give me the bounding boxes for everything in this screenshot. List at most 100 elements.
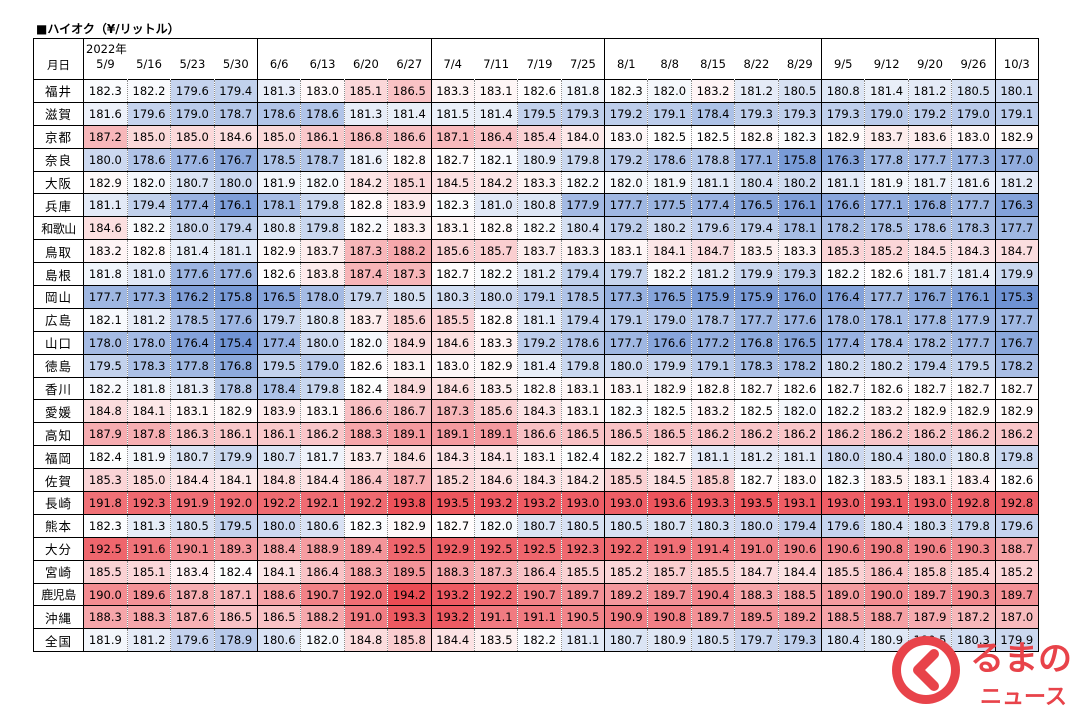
price-cell: 184.7	[734, 560, 779, 584]
price-cell: 184.3	[951, 239, 996, 264]
price-cell: 179.7	[343, 285, 389, 309]
price-cell: 179.3	[777, 628, 823, 653]
price-cell: 178.6	[300, 102, 345, 126]
price-cell: 181.9	[256, 171, 302, 195]
price-cell: 181.2	[126, 628, 172, 653]
price-cell: 190.6	[907, 537, 953, 561]
price-cell: 180.6	[256, 628, 302, 653]
price-cell: 181.9	[647, 171, 692, 195]
price-cell: 177.2	[690, 331, 736, 355]
price-cell: 184.1	[647, 239, 692, 264]
price-cell: 178.2	[777, 354, 823, 378]
price-cell: 182.7	[430, 148, 475, 172]
price-cell: 180.1	[994, 79, 1039, 103]
price-cell: 180.5	[777, 79, 823, 103]
price-cell: 182.8	[473, 216, 519, 241]
price-cell: 179.2	[604, 148, 649, 172]
price-cell: 182.0	[300, 628, 345, 653]
price-cell: 182.5	[690, 125, 736, 149]
price-cell: 180.5	[604, 514, 649, 538]
price-cell: 187.4	[343, 262, 389, 287]
price-cell: 179.8	[994, 445, 1039, 470]
price-cell: 189.7	[647, 583, 692, 607]
price-cell: 178.2	[821, 216, 866, 241]
price-cell: 176.7	[907, 285, 953, 309]
price-cell: 179.6	[690, 216, 736, 241]
price-cell: 179.6	[821, 514, 866, 538]
prefecture-label: 滋賀	[33, 102, 84, 126]
price-cell: 179.5	[213, 514, 258, 538]
price-cell: 189.1	[387, 422, 432, 447]
price-cell: 177.7	[994, 308, 1039, 332]
price-cell: 176.4	[170, 331, 215, 355]
price-cell: 183.0	[300, 79, 345, 103]
price-cell: 187.3	[387, 262, 432, 287]
price-cell: 180.8	[256, 216, 302, 241]
price-cell: 182.4	[213, 560, 258, 584]
price-cell: 180.8	[300, 308, 345, 332]
price-cell: 179.7	[604, 262, 649, 287]
price-cell: 186.2	[864, 422, 909, 447]
price-cell: 193.0	[604, 491, 649, 515]
price-cell: 184.4	[777, 560, 823, 584]
price-cell: 183.2	[83, 239, 128, 264]
price-cell: 182.8	[517, 377, 562, 401]
price-cell: 184.3	[430, 445, 475, 470]
price-cell: 177.7	[83, 285, 128, 309]
table-row: 福岡 182.4 181.9 180.7 179.9 180.7 181.7 183.7 184…	[33, 445, 1039, 470]
price-cell: 190.9	[604, 605, 649, 630]
price-cell: 193.2	[517, 491, 562, 515]
price-cell: 181.2	[690, 262, 736, 287]
price-cell: 182.2	[560, 171, 606, 195]
price-cell: 186.1	[256, 422, 302, 447]
price-cell: 182.0	[300, 171, 345, 195]
price-cell: 182.9	[213, 399, 258, 424]
price-cell: 181.9	[83, 628, 128, 653]
price-cell: 190.4	[690, 583, 736, 607]
price-cell: 182.1	[473, 148, 519, 172]
price-cell: 187.2	[951, 605, 996, 630]
table-row: 鳥取 183.2 182.8 181.4 181.1 182.9 183.7 187.3 188…	[33, 239, 1039, 264]
header-spacer	[821, 38, 865, 57]
header-spacer	[691, 38, 735, 57]
price-cell: 182.7	[951, 377, 996, 401]
price-cell: 187.7	[387, 468, 432, 493]
price-cell: 184.6	[473, 468, 519, 493]
price-cell: 181.6	[951, 171, 996, 195]
price-cell: 179.9	[994, 628, 1039, 653]
price-cell: 178.0	[300, 285, 345, 309]
price-cell: 193.2	[473, 491, 519, 515]
price-cell: 179.0	[951, 102, 996, 126]
price-cell: 181.2	[517, 262, 562, 287]
price-cell: 180.8	[517, 193, 562, 218]
price-cell: 182.9	[473, 354, 519, 378]
price-cell: 192.5	[517, 537, 562, 561]
price-cell: 182.5	[734, 399, 779, 424]
price-cell: 190.0	[864, 583, 909, 607]
price-cell: 187.3	[343, 239, 389, 264]
price-cell: 180.3	[907, 514, 953, 538]
header-spacer	[951, 38, 996, 57]
price-cell: 181.3	[170, 377, 215, 401]
price-cell: 186.2	[300, 422, 345, 447]
price-cell: 184.4	[430, 628, 475, 653]
price-cell: 178.5	[170, 308, 215, 332]
price-cell: 180.8	[821, 79, 866, 103]
column-header-8-15: 8/15	[700, 57, 726, 71]
price-cell: 177.4	[170, 193, 215, 218]
price-cell: 178.7	[300, 148, 345, 172]
price-cell: 182.9	[907, 399, 953, 424]
price-cell: 178.9	[213, 628, 258, 653]
price-cell: 188.3	[83, 605, 128, 630]
header-spacer	[387, 38, 432, 57]
price-cell: 179.4	[560, 308, 606, 332]
price-cell: 178.6	[256, 102, 302, 126]
price-cell: 177.7	[907, 148, 953, 172]
price-cell: 188.7	[994, 537, 1039, 561]
column-header-7-11: 7/11	[483, 57, 510, 71]
price-cell: 182.6	[994, 468, 1039, 493]
price-cell: 192.2	[604, 537, 649, 561]
column-header-6-13: 6/13	[309, 57, 336, 71]
column-header-9-20: 9/20	[917, 57, 943, 71]
price-cell: 179.3	[734, 102, 779, 126]
